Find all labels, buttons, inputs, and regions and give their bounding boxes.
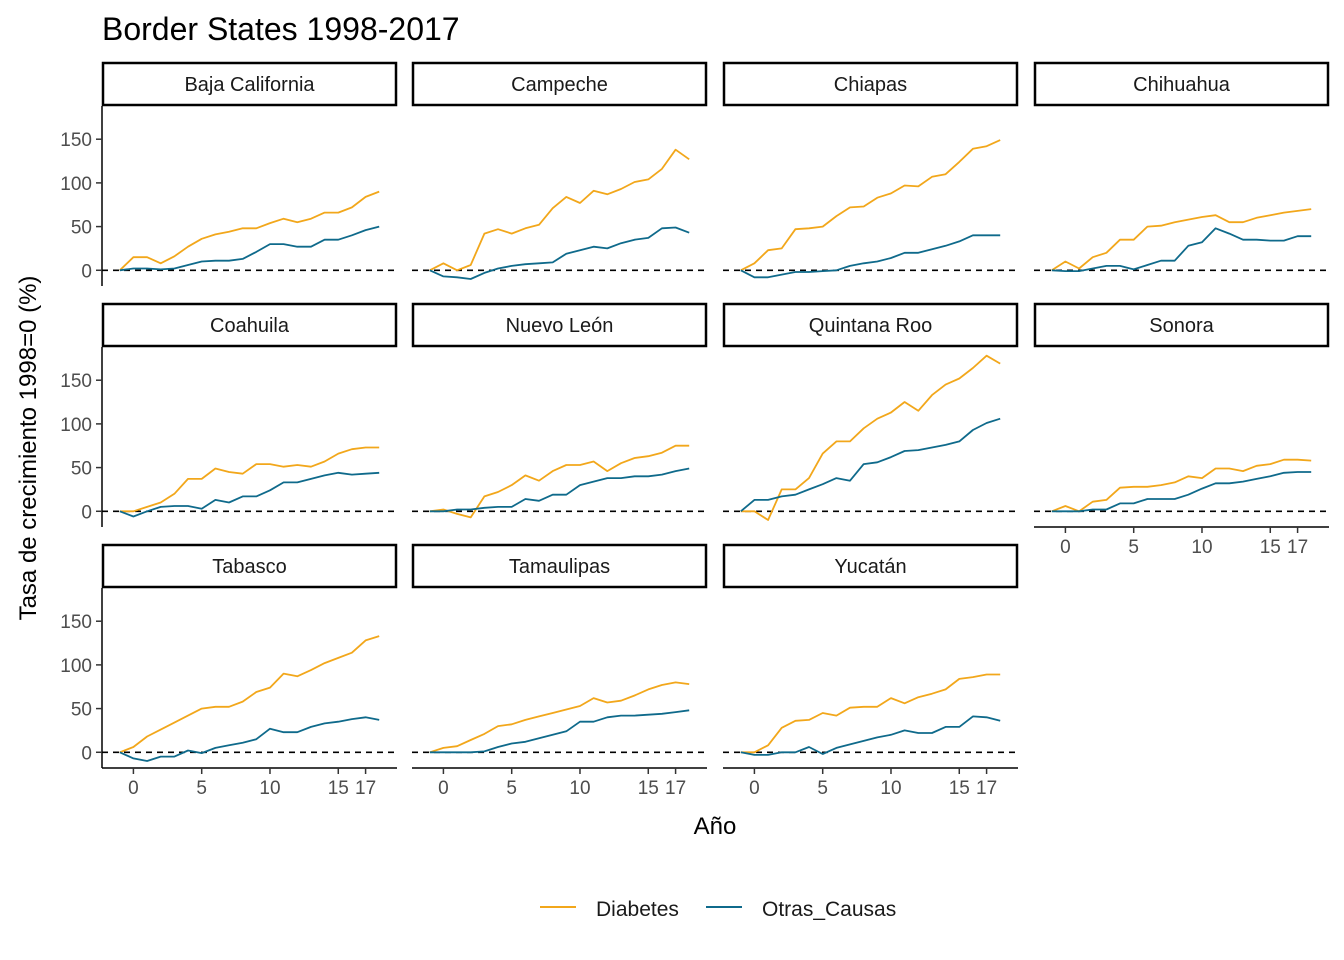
panel-chihuahua: Chihuahua xyxy=(1033,61,1330,273)
strip-label-campeche: Campeche xyxy=(511,74,608,96)
x-tick-label: 10 xyxy=(259,778,280,799)
panel-chiapas: Chiapas xyxy=(722,61,1019,279)
series-line-diabetes-chihuahua xyxy=(1051,208,1312,272)
y-tick-label: 50 xyxy=(71,218,92,239)
x-tick-label: 17 xyxy=(665,778,686,799)
panel-tamaulipas: Tamaulipas 0 5 10 15 17 xyxy=(411,543,708,799)
series-line-otras-causas-campeche xyxy=(429,226,690,280)
legend-item-diabetes: Diabetes xyxy=(540,898,679,921)
strip-label-coahuila: Coahuila xyxy=(210,315,290,337)
x-tick-label: 0 xyxy=(749,778,760,799)
legend: Diabetes Otras_Causas xyxy=(540,898,896,921)
panel-campeche: Campeche xyxy=(411,61,708,280)
strip-yucatan xyxy=(722,543,1019,589)
y-tick-label: 150 xyxy=(60,612,92,633)
series-line-diabetes-coahuila xyxy=(119,446,380,513)
strip-label-baja-california: Baja California xyxy=(184,74,315,96)
panel-baja-california: Baja California 0 50 100 150 xyxy=(60,61,398,286)
panel-tabasco: Tabasco 0 50 100 150 0 5 10 15 17 xyxy=(60,543,398,799)
y-tick-label: 150 xyxy=(60,130,92,151)
series-line-otras-causas-sonora xyxy=(1051,471,1312,513)
chart-title: Border States 1998-2017 xyxy=(102,11,460,47)
strip-nuevo-leon xyxy=(411,302,708,348)
series-line-diabetes-tamaulipas xyxy=(429,681,690,754)
y-tick-label: 0 xyxy=(81,502,92,523)
panel-quintana-roo: Quintana Roo xyxy=(722,302,1019,521)
legend-item-otras-causas: Otras_Causas xyxy=(706,898,896,921)
strip-label-yucatan: Yucatán xyxy=(834,556,906,578)
series-line-diabetes-baja-california xyxy=(119,190,380,271)
series-line-otras-causas-quintana-roo xyxy=(740,417,1001,512)
strip-label-quintana-roo: Quintana Roo xyxy=(809,315,932,337)
x-tick-label: 5 xyxy=(817,778,828,799)
y-tick-label: 50 xyxy=(71,459,92,480)
strip-campeche xyxy=(411,61,708,107)
y-tick-label: 100 xyxy=(60,656,92,677)
x-tick-label: 10 xyxy=(569,778,590,799)
series-line-otras-causas-chiapas xyxy=(740,234,1001,279)
series-line-diabetes-yucatan xyxy=(740,673,1001,754)
series-line-diabetes-nuevo-leon xyxy=(429,444,690,519)
strip-label-tamaulipas: Tamaulipas xyxy=(509,556,610,578)
strip-label-tabasco: Tabasco xyxy=(212,556,287,578)
series-line-diabetes-quintana-roo xyxy=(740,354,1001,521)
series-line-diabetes-chiapas xyxy=(740,139,1001,272)
y-tick-label: 100 xyxy=(60,415,92,436)
panel-sonora: Sonora 0 5 10 15 17 xyxy=(1033,302,1330,558)
series-line-otras-causas-baja-california xyxy=(119,225,380,272)
y-tick-label: 0 xyxy=(81,261,92,282)
x-tick-label: 0 xyxy=(438,778,449,799)
series-line-otras-causas-tabasco xyxy=(119,716,380,762)
legend-label-diabetes: Diabetes xyxy=(596,898,679,921)
y-tick-label: 50 xyxy=(71,700,92,721)
x-tick-label: 17 xyxy=(1287,537,1308,558)
strip-coahuila xyxy=(101,302,398,348)
series-line-diabetes-tabasco xyxy=(119,635,380,754)
x-tick-label: 15 xyxy=(1260,537,1281,558)
series-line-diabetes-campeche xyxy=(429,148,690,272)
strip-label-nuevo-leon: Nuevo León xyxy=(506,315,614,337)
x-axis-title: Año xyxy=(694,813,737,840)
panel-yucatan: Yucatán 0 5 10 15 17 xyxy=(722,543,1019,799)
y-tick-label: 0 xyxy=(81,743,92,764)
x-tick-label: 15 xyxy=(949,778,970,799)
x-tick-label: 5 xyxy=(1128,537,1139,558)
x-tick-label: 17 xyxy=(976,778,997,799)
strip-label-chiapas: Chiapas xyxy=(834,74,907,96)
x-tick-label: 15 xyxy=(638,778,659,799)
strip-baja-california xyxy=(101,61,398,107)
series-line-otras-causas-coahuila xyxy=(119,471,380,518)
strip-quintana-roo xyxy=(722,302,1019,348)
x-tick-label: 0 xyxy=(128,778,139,799)
series-line-diabetes-sonora xyxy=(1051,458,1312,513)
series-line-otras-causas-chihuahua xyxy=(1051,227,1312,273)
strip-tabasco xyxy=(101,543,398,589)
strip-label-sonora: Sonora xyxy=(1149,315,1214,337)
y-axis-title: Tasa de crecimiento 1998=0 (%) xyxy=(15,276,42,621)
x-tick-label: 10 xyxy=(880,778,901,799)
legend-label-otras-causas: Otras_Causas xyxy=(762,898,896,921)
x-tick-label: 10 xyxy=(1191,537,1212,558)
x-tick-label: 5 xyxy=(196,778,207,799)
strip-label-chihuahua: Chihuahua xyxy=(1133,74,1231,96)
x-tick-label: 5 xyxy=(506,778,517,799)
y-tick-label: 150 xyxy=(60,371,92,392)
series-line-otras-causas-tamaulipas xyxy=(429,709,690,754)
strip-tamaulipas xyxy=(411,543,708,589)
panel-coahuila: Coahuila 0 50 100 150 xyxy=(60,302,398,527)
x-tick-label: 15 xyxy=(328,778,349,799)
x-tick-label: 0 xyxy=(1060,537,1071,558)
series-line-otras-causas-nuevo-leon xyxy=(429,467,690,513)
strip-sonora xyxy=(1033,302,1330,348)
series-line-otras-causas-yucatan xyxy=(740,715,1001,756)
strip-chihuahua xyxy=(1033,61,1330,107)
y-tick-label: 100 xyxy=(60,174,92,195)
panel-nuevo-leon: Nuevo León xyxy=(411,302,708,519)
strip-chiapas xyxy=(722,61,1019,107)
x-tick-label: 17 xyxy=(355,778,376,799)
